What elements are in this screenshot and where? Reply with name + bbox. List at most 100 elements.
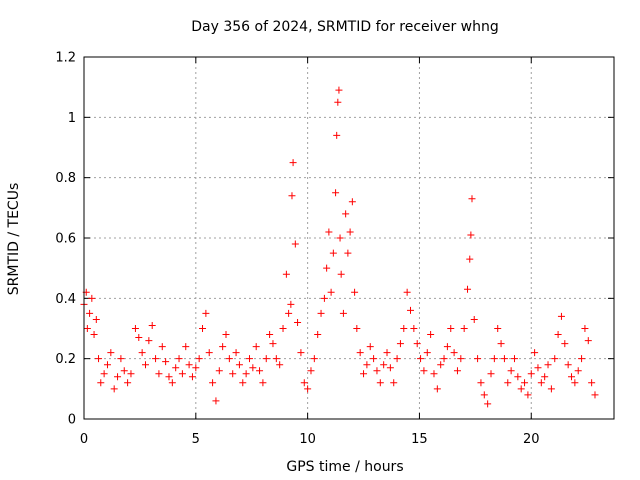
data-point bbox=[524, 391, 532, 399]
data-point bbox=[453, 367, 461, 375]
data-point bbox=[337, 270, 345, 278]
data-point bbox=[557, 312, 565, 320]
data-point bbox=[487, 370, 495, 378]
data-point bbox=[266, 331, 274, 339]
data-point bbox=[403, 288, 411, 296]
data-point bbox=[279, 325, 287, 332]
data-point bbox=[162, 358, 170, 366]
data-point bbox=[212, 397, 220, 405]
data-point bbox=[336, 234, 344, 242]
data-point bbox=[239, 379, 247, 387]
data-point bbox=[291, 240, 299, 248]
data-point bbox=[145, 337, 153, 345]
data-point bbox=[356, 349, 364, 357]
data-point bbox=[269, 340, 277, 348]
data-point bbox=[342, 210, 350, 218]
data-point bbox=[188, 373, 196, 381]
x-tick-label: 20 bbox=[523, 432, 540, 447]
data-point bbox=[447, 325, 455, 332]
data-point bbox=[484, 400, 492, 408]
data-point bbox=[259, 379, 267, 387]
data-point bbox=[148, 321, 156, 329]
data-point bbox=[531, 349, 539, 357]
data-point bbox=[182, 343, 190, 351]
data-point bbox=[490, 355, 498, 363]
data-point bbox=[581, 325, 589, 332]
data-point bbox=[88, 294, 96, 302]
data-point bbox=[272, 355, 280, 363]
data-point bbox=[366, 343, 374, 351]
data-point bbox=[195, 355, 203, 363]
data-point bbox=[500, 355, 508, 363]
data-point bbox=[232, 349, 240, 357]
data-point bbox=[460, 325, 468, 332]
data-point bbox=[155, 370, 163, 378]
data-point bbox=[320, 294, 328, 302]
y-tick-label: 1 bbox=[68, 111, 76, 126]
data-point bbox=[351, 288, 359, 296]
data-point bbox=[141, 361, 149, 369]
data-point bbox=[497, 340, 505, 348]
data-point bbox=[325, 228, 333, 236]
data-point bbox=[433, 385, 441, 393]
plot-frame bbox=[83, 56, 615, 420]
data-point bbox=[537, 379, 545, 387]
data-point bbox=[256, 367, 264, 375]
data-point bbox=[300, 379, 308, 387]
data-point bbox=[310, 355, 318, 363]
data-point bbox=[477, 379, 485, 387]
data-point bbox=[172, 364, 180, 372]
data-point bbox=[120, 367, 128, 375]
data-point bbox=[92, 315, 100, 323]
data-point bbox=[544, 361, 552, 369]
data-point bbox=[363, 361, 371, 369]
data-point bbox=[333, 131, 341, 139]
data-point bbox=[222, 331, 230, 339]
data-point bbox=[494, 325, 502, 332]
data-point bbox=[107, 349, 115, 357]
data-point bbox=[466, 255, 474, 263]
data-point bbox=[90, 331, 98, 339]
y-tick-label: 0.4 bbox=[55, 292, 76, 307]
data-point bbox=[534, 364, 542, 372]
data-point bbox=[287, 300, 295, 308]
data-point bbox=[215, 367, 223, 375]
data-point bbox=[127, 370, 135, 378]
x-tick-label: 10 bbox=[299, 432, 316, 447]
data-point bbox=[245, 355, 253, 363]
y-tick-label: 0.2 bbox=[55, 352, 76, 367]
data-point bbox=[574, 367, 582, 375]
data-point bbox=[304, 385, 312, 393]
data-point bbox=[584, 337, 592, 345]
data-point bbox=[165, 373, 173, 381]
data-point bbox=[443, 343, 451, 351]
data-point bbox=[158, 343, 166, 351]
data-point bbox=[547, 385, 555, 393]
data-point bbox=[327, 288, 335, 296]
data-point bbox=[554, 331, 562, 339]
data-point bbox=[175, 355, 183, 363]
data-point bbox=[152, 355, 160, 363]
data-point bbox=[468, 195, 476, 203]
data-point bbox=[440, 355, 448, 363]
data-point bbox=[527, 370, 535, 378]
series-SRMTID bbox=[80, 86, 599, 408]
data-point bbox=[289, 159, 297, 167]
data-point bbox=[282, 270, 290, 278]
data-point bbox=[192, 364, 200, 372]
data-point bbox=[307, 367, 315, 375]
data-point bbox=[423, 349, 431, 357]
data-point bbox=[467, 231, 475, 239]
data-point bbox=[400, 325, 408, 332]
data-point bbox=[551, 355, 559, 363]
data-point bbox=[199, 325, 207, 332]
data-point bbox=[413, 340, 421, 348]
data-point bbox=[507, 367, 515, 375]
data-point bbox=[138, 349, 146, 357]
data-point bbox=[386, 364, 394, 372]
data-point bbox=[131, 325, 139, 332]
data-point bbox=[314, 331, 322, 339]
y-tick-label: 0 bbox=[68, 413, 76, 428]
data-point bbox=[114, 373, 122, 381]
